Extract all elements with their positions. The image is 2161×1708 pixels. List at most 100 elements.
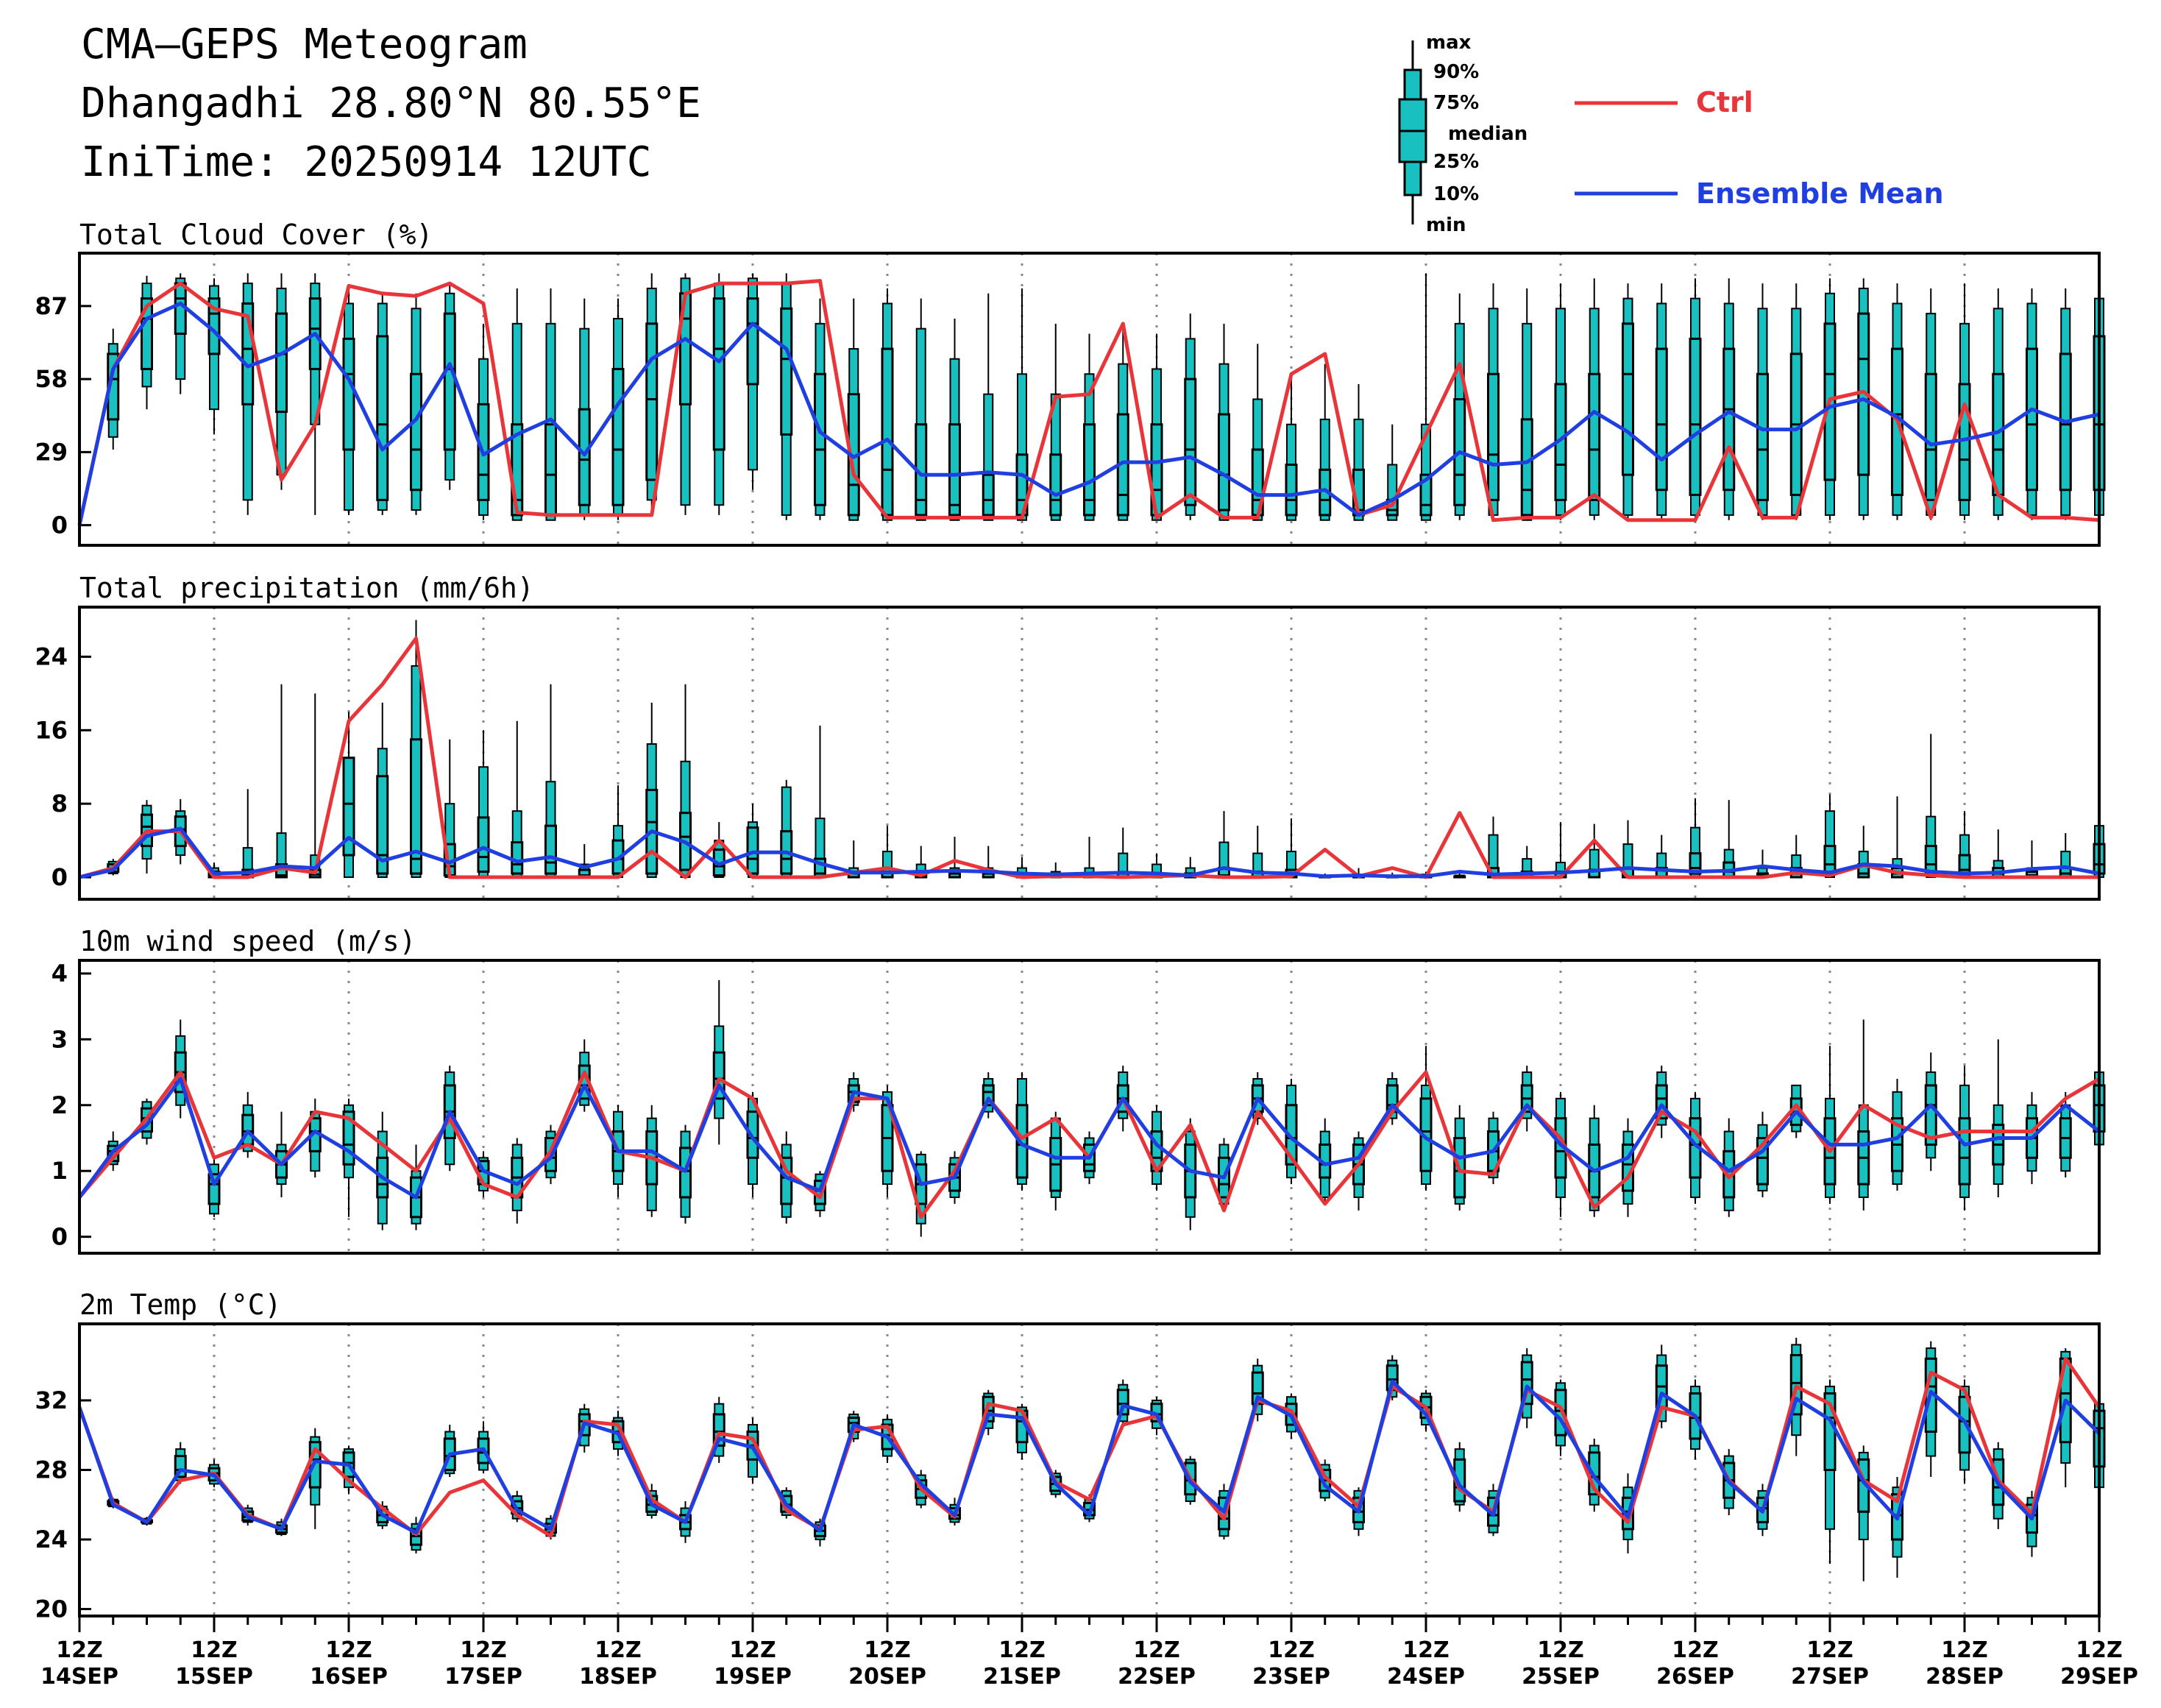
box-plot bbox=[308, 1428, 322, 1529]
box-plot bbox=[1958, 1379, 1971, 1484]
x-tick-date-label: 18SEP bbox=[579, 1664, 657, 1690]
box-p25-p75 bbox=[443, 312, 456, 451]
y-tick-label: 3 bbox=[52, 1025, 68, 1053]
box-p25-p75 bbox=[544, 423, 557, 517]
legend-label-p10: 10% bbox=[1433, 183, 1479, 205]
box-p25-p75 bbox=[982, 473, 995, 517]
box-p25-p75 bbox=[1588, 372, 1601, 501]
box-plot bbox=[1319, 364, 1332, 521]
box-plot bbox=[1049, 1111, 1062, 1211]
box-plot bbox=[1015, 288, 1029, 521]
box-plot bbox=[712, 979, 725, 1145]
x-tick-date-label: 22SEP bbox=[1118, 1664, 1196, 1690]
box-plot bbox=[1083, 837, 1096, 879]
box-plot bbox=[1150, 333, 1163, 521]
x-tick-hour-label: 12Z bbox=[325, 1637, 372, 1663]
box-plot bbox=[1622, 283, 1634, 520]
box-plot bbox=[948, 318, 961, 521]
box-plot bbox=[578, 844, 591, 879]
panel-title: Total Cloud Cover (%) bbox=[79, 219, 433, 251]
box-plot bbox=[1689, 798, 1702, 879]
box-plot bbox=[1453, 293, 1466, 520]
box-p25-p75 bbox=[1823, 845, 1837, 875]
panels: Total Cloud Cover (%) 0 29 58 87 Total precip… bbox=[35, 219, 2106, 1623]
box-plot bbox=[275, 684, 288, 879]
box-plot bbox=[1588, 1105, 1601, 1217]
box-p25-p75 bbox=[1756, 372, 1769, 501]
box-plot bbox=[1857, 1445, 1870, 1581]
y-tick-label: 29 bbox=[35, 438, 68, 466]
x-tick-hour-label: 12Z bbox=[729, 1637, 776, 1663]
box-plot bbox=[1554, 283, 1567, 520]
box-plot bbox=[1992, 1039, 2005, 1197]
box-plot bbox=[2026, 288, 2038, 520]
box-plot bbox=[847, 298, 860, 521]
box-plot bbox=[780, 273, 793, 520]
box-p25-p75 bbox=[1924, 1084, 1937, 1146]
x-tick-date-label: 28SEP bbox=[1926, 1664, 2004, 1690]
y-tick-label: 0 bbox=[52, 863, 68, 891]
x-tick-hour-label: 12Z bbox=[1672, 1637, 1719, 1663]
box-plot bbox=[1588, 278, 1601, 520]
box-plot bbox=[1453, 874, 1466, 879]
box-p25-p75 bbox=[410, 372, 422, 492]
box-p25-p75 bbox=[1520, 418, 1533, 517]
box-p25-p75 bbox=[881, 347, 894, 517]
x-tick-date-label: 24SEP bbox=[1387, 1664, 1465, 1690]
box-p25-p75 bbox=[1622, 322, 1634, 476]
box-plot bbox=[207, 278, 221, 435]
panel-1: Total Cloud Cover (%) 0 29 58 87 bbox=[35, 219, 2106, 547]
x-tick-date-label: 26SEP bbox=[1656, 1664, 1734, 1690]
panel-title: 2m Temp (°C) bbox=[79, 1289, 282, 1321]
box-p25-p75 bbox=[1722, 347, 1736, 492]
x-tick-date-label: 23SEP bbox=[1252, 1664, 1330, 1690]
ensemble-mean-line bbox=[77, 301, 2100, 526]
y-tick-label: 4 bbox=[52, 960, 68, 988]
box-plot bbox=[645, 1105, 659, 1217]
box-plot bbox=[241, 789, 255, 879]
box-p25-p75 bbox=[342, 337, 355, 451]
panel-2: Total precipitation (mm/6h) 0 8 16 24 bbox=[35, 572, 2106, 901]
legend-ctrl-label: Ctrl bbox=[1696, 86, 1753, 118]
location-line: Dhangadhi 28.80°N 80.55°E bbox=[81, 79, 701, 127]
x-tick-hour-label: 12Z bbox=[460, 1637, 507, 1663]
box-p25-p75 bbox=[275, 312, 288, 414]
panel-frame bbox=[78, 606, 2101, 901]
box-plot bbox=[1958, 283, 1971, 520]
y-tick-label: 8 bbox=[52, 790, 68, 818]
y-tick-label: 32 bbox=[35, 1386, 68, 1414]
box-plot bbox=[174, 273, 187, 394]
box-plot bbox=[1622, 1118, 1634, 1217]
box-plot bbox=[410, 620, 422, 879]
x-tick-hour-label: 12Z bbox=[1806, 1637, 1853, 1663]
legend-label-max: max bbox=[1426, 32, 1472, 54]
box-plot bbox=[1655, 1066, 1668, 1138]
box-plot bbox=[712, 273, 725, 515]
box-p25-p75 bbox=[1689, 337, 1702, 497]
panel-title: 10m wind speed (m/s) bbox=[79, 925, 416, 957]
figure-title: CMA—GEPS Meteogram bbox=[81, 21, 528, 68]
box-p25-p75 bbox=[477, 816, 490, 874]
panel-frame bbox=[78, 959, 2101, 1255]
box-plot bbox=[814, 298, 826, 520]
x-tick-hour-label: 12Z bbox=[998, 1637, 1046, 1663]
box-plot bbox=[814, 726, 826, 879]
box-p25-p75 bbox=[645, 322, 659, 481]
box-plot bbox=[1083, 333, 1096, 521]
x-tick-hour-label: 12Z bbox=[1402, 1637, 1449, 1663]
box-plot bbox=[1419, 1046, 1433, 1191]
legend-label-p25: 25% bbox=[1433, 151, 1479, 173]
box-plot bbox=[746, 273, 759, 490]
box-plot bbox=[1823, 1046, 1837, 1204]
x-tick-date-label: 20SEP bbox=[848, 1664, 926, 1690]
box-plot bbox=[376, 702, 389, 879]
box-plot bbox=[275, 273, 288, 490]
box-plot bbox=[881, 1085, 894, 1197]
box-p25-p75 bbox=[1924, 372, 1937, 501]
box-plot bbox=[679, 1124, 692, 1224]
box-plot bbox=[1924, 288, 1937, 520]
box-plot bbox=[1554, 1091, 1567, 1217]
box-p25-p75 bbox=[376, 335, 389, 501]
box-plot bbox=[1857, 826, 1870, 879]
